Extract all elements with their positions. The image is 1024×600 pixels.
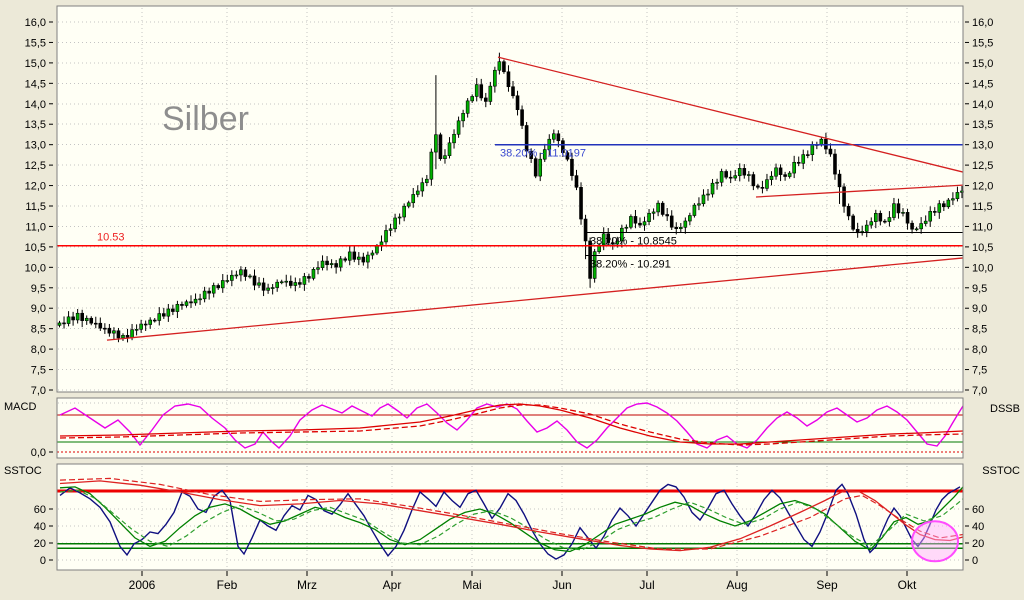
- svg-text:60: 60: [972, 504, 984, 516]
- svg-text:8,0: 8,0: [972, 344, 987, 356]
- svg-text:12,0: 12,0: [972, 181, 993, 193]
- macd-y-axis: 0,0: [31, 447, 53, 459]
- svg-text:9,5: 9,5: [31, 283, 46, 295]
- svg-text:12,5: 12,5: [25, 160, 46, 172]
- macd-panel-label: MACD: [4, 401, 36, 413]
- svg-text:9,0: 9,0: [972, 303, 987, 315]
- svg-text:38.20% - 11.0197: 38.20% - 11.0197: [500, 148, 586, 160]
- svg-text:9,0: 9,0: [31, 303, 46, 315]
- svg-text:Jun: Jun: [552, 578, 571, 592]
- fibonacci-level-lines[interactable]: 38.20% - 11.0197 38.20% - 10.8545 10.53 38.…: [57, 144, 963, 271]
- svg-text:15,0: 15,0: [25, 58, 46, 70]
- svg-text:10,5: 10,5: [25, 242, 46, 254]
- svg-text:60: 60: [34, 504, 46, 516]
- sstoc-threshold-lines: [57, 489, 963, 549]
- svg-text:12,0: 12,0: [25, 181, 46, 193]
- sstoc-series: [59, 477, 964, 560]
- svg-text:20: 20: [972, 538, 984, 550]
- sstoc-panel-border: [56, 463, 964, 571]
- svg-text:10,0: 10,0: [972, 262, 993, 274]
- svg-text:11,0: 11,0: [972, 221, 993, 233]
- candlestick-series: [57, 52, 964, 343]
- svg-text:Mrz: Mrz: [297, 578, 317, 592]
- main-panel-border: [56, 5, 964, 393]
- svg-text:15,5: 15,5: [972, 37, 993, 49]
- macd-panel: 0,0 MACD DSSB: [4, 397, 1020, 459]
- svg-text:9,5: 9,5: [972, 283, 987, 295]
- svg-text:7,5: 7,5: [31, 365, 46, 377]
- chart-title: Silber: [162, 100, 249, 138]
- svg-text:40: 40: [34, 521, 46, 533]
- svg-text:14,0: 14,0: [972, 99, 993, 111]
- svg-text:Jul: Jul: [639, 578, 654, 592]
- annotation-circle[interactable]: [911, 520, 959, 563]
- svg-text:13,5: 13,5: [25, 119, 46, 131]
- svg-text:38.20% - 10.8545: 38.20% - 10.8545: [590, 235, 677, 247]
- svg-text:13,5: 13,5: [972, 119, 993, 131]
- svg-text:10,5: 10,5: [972, 242, 993, 254]
- svg-text:Feb: Feb: [217, 578, 238, 592]
- sstoc-panel-label-left: SSTOC: [4, 465, 42, 477]
- svg-text:13,0: 13,0: [25, 140, 46, 152]
- macd-grid: [58, 400, 962, 456]
- svg-text:0,0: 0,0: [31, 447, 46, 459]
- svg-text:40: 40: [972, 521, 984, 533]
- svg-text:14,5: 14,5: [972, 78, 993, 90]
- svg-text:20: 20: [34, 538, 46, 550]
- sstoc-y-axis-left: 60 40 20 0: [34, 504, 53, 567]
- dssb-panel-label: DSSB: [990, 403, 1020, 415]
- svg-text:10,0: 10,0: [25, 262, 46, 274]
- svg-text:8,0: 8,0: [31, 344, 46, 356]
- svg-text:12,5: 12,5: [972, 160, 993, 172]
- main-y-axis-left: 16,0 15,5 15,0 14,5 14,0 13,5 13,0 12,5 12,0 11,5…: [25, 17, 53, 397]
- main-y-axis-right: 16,0 15,5 15,0 14,5 14,0 13,5 13,0 12,5 12,0 11,5…: [965, 17, 993, 397]
- svg-text:8,5: 8,5: [31, 324, 46, 336]
- svg-text:Sep: Sep: [816, 578, 838, 592]
- svg-text:7,0: 7,0: [972, 385, 987, 397]
- sstoc-y-axis-right: 60 40 20 0: [965, 504, 984, 567]
- sstoc-panel: 60 40 20 0 60 40 20 0 SSTOC SSTOC: [4, 463, 1020, 571]
- svg-text:Okt: Okt: [898, 578, 917, 592]
- svg-text:14,5: 14,5: [25, 78, 46, 90]
- svg-text:11,5: 11,5: [972, 201, 993, 213]
- macd-series: [59, 402, 964, 449]
- svg-text:15,5: 15,5: [25, 37, 46, 49]
- svg-text:11,5: 11,5: [25, 201, 46, 213]
- svg-text:11,0: 11,0: [25, 221, 46, 233]
- svg-text:14,0: 14,0: [25, 99, 46, 111]
- svg-text:10.53: 10.53: [97, 232, 125, 244]
- main-plot-area: [57, 6, 963, 392]
- svg-text:Mai: Mai: [462, 578, 481, 592]
- svg-text:7,5: 7,5: [972, 365, 987, 377]
- sstoc-panel-label-right: SSTOC: [982, 465, 1020, 477]
- svg-text:7,0: 7,0: [31, 385, 46, 397]
- svg-text:2006: 2006: [129, 578, 156, 592]
- svg-text:15,0: 15,0: [972, 58, 993, 70]
- svg-text:38.20% - 10.291: 38.20% - 10.291: [590, 258, 671, 270]
- svg-text:0: 0: [972, 555, 978, 567]
- sstoc-plot-area: [57, 464, 963, 570]
- x-axis: 2006 Feb Mrz Apr Mai Jun Jul Aug Sep Okt: [129, 571, 917, 592]
- macd-plot-area: [57, 398, 963, 458]
- svg-text:16,0: 16,0: [25, 17, 46, 29]
- macd-panel-border: [56, 397, 964, 459]
- svg-text:0: 0: [40, 555, 46, 567]
- svg-text:16,0: 16,0: [972, 17, 993, 29]
- main-panel: Silber 38.20% - 11.0197 38.20% - 10.8545 1…: [25, 5, 993, 397]
- svg-text:8,5: 8,5: [972, 324, 987, 336]
- trendlines[interactable]: [106, 56, 964, 341]
- svg-text:Aug: Aug: [726, 578, 747, 592]
- svg-text:Apr: Apr: [383, 578, 402, 592]
- svg-text:13,0: 13,0: [972, 140, 993, 152]
